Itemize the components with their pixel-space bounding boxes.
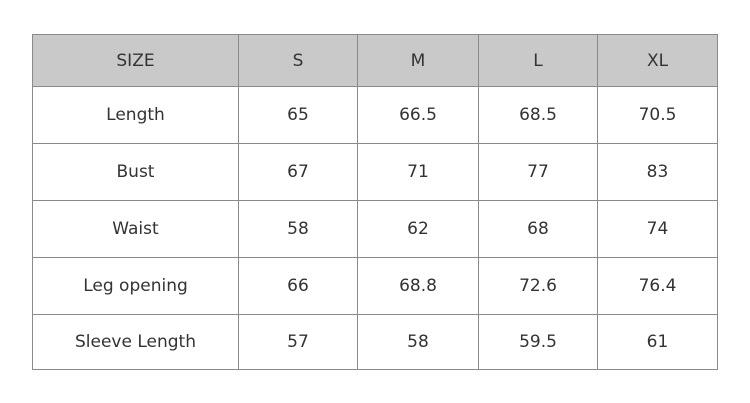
size-value: 65 xyxy=(238,86,358,144)
row-label: Bust xyxy=(32,143,239,201)
size-value: 77 xyxy=(478,143,598,201)
size-value: 70.5 xyxy=(597,86,718,144)
size-value: 66.5 xyxy=(357,86,479,144)
row-label: Sleeve Length xyxy=(32,314,239,370)
row-label: Length xyxy=(32,86,239,144)
table-header: SIZE S M L XL xyxy=(32,34,718,87)
header-cell: L xyxy=(478,34,598,87)
header-cell: SIZE xyxy=(32,34,239,87)
size-value: 68 xyxy=(478,200,598,258)
size-table: SIZE S M L XL Length 65 66.5 68.5 70.5 Bust 67 71 77… xyxy=(32,34,718,370)
size-value: 62 xyxy=(357,200,479,258)
size-value: 74 xyxy=(597,200,718,258)
size-value: 59.5 xyxy=(478,314,598,370)
size-value: 58 xyxy=(357,314,479,370)
table-row: Waist 58 62 68 74 xyxy=(32,200,718,258)
size-value: 83 xyxy=(597,143,718,201)
size-value: 71 xyxy=(357,143,479,201)
header-row: SIZE S M L XL xyxy=(32,34,718,87)
size-value: 68.8 xyxy=(357,257,479,315)
row-label: Leg opening xyxy=(32,257,239,315)
table-row: Length 65 66.5 68.5 70.5 xyxy=(32,86,718,144)
size-value: 58 xyxy=(238,200,358,258)
size-value: 72.6 xyxy=(478,257,598,315)
size-value: 76.4 xyxy=(597,257,718,315)
size-value: 68.5 xyxy=(478,86,598,144)
header-cell: S xyxy=(238,34,358,87)
table-row: Bust 67 71 77 83 xyxy=(32,143,718,201)
table-body: Length 65 66.5 68.5 70.5 Bust 67 71 77 83 Waist 58 6… xyxy=(32,86,718,370)
header-cell: M xyxy=(357,34,479,87)
header-cell: XL xyxy=(597,34,718,87)
table-row: Sleeve Length 57 58 59.5 61 xyxy=(32,314,718,370)
row-label: Waist xyxy=(32,200,239,258)
size-value: 67 xyxy=(238,143,358,201)
size-value: 57 xyxy=(238,314,358,370)
size-value: 66 xyxy=(238,257,358,315)
size-value: 61 xyxy=(597,314,718,370)
table-row: Leg opening 66 68.8 72.6 76.4 xyxy=(32,257,718,315)
